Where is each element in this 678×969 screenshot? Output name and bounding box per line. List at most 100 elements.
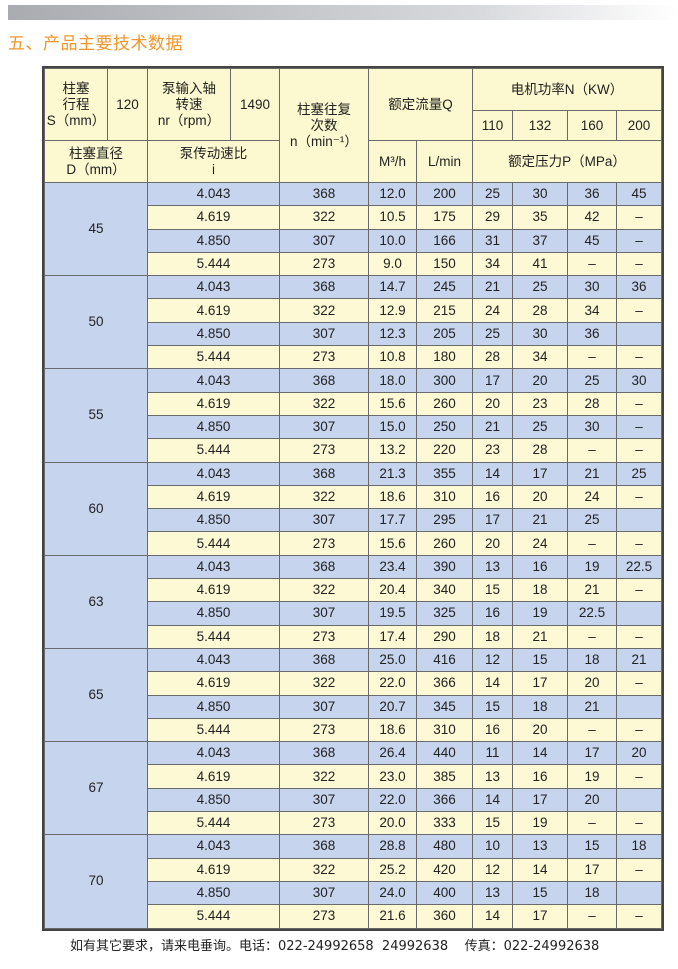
flow-lmin-cell: 345 <box>415 694 474 719</box>
pressure-110-cell: 12 <box>472 647 514 673</box>
diameter-label: 柱塞直径 D（mm） <box>44 140 148 183</box>
flow-lmin-cell: 340 <box>415 578 474 603</box>
pressure-132-cell: 16 <box>512 764 569 789</box>
diameter-cell: 65 <box>44 647 148 743</box>
pressure-132-cell: 20 <box>512 368 569 393</box>
pressure-110-cell: 24 <box>472 298 514 323</box>
pressure-160-cell: 20 <box>567 787 618 813</box>
reciprocation-cell: 322 <box>279 298 369 323</box>
reciprocation-cell: 273 <box>279 531 369 556</box>
flow-m3h-cell: 24.0 <box>368 880 417 906</box>
pressure-132-cell: 17 <box>512 787 569 813</box>
pressure-110-cell: 16 <box>472 601 514 626</box>
ratio-label: 泵传动速比 i <box>147 140 280 183</box>
pressure-132-cell: 20 <box>512 717 569 743</box>
ratio-cell: 4.850 <box>147 694 280 719</box>
flow-lmin-cell: 420 <box>415 857 474 882</box>
pressure-200-cell <box>616 508 663 533</box>
flow-lmin-cell: 200 <box>415 181 474 207</box>
reciprocation-cell: 368 <box>279 834 369 859</box>
pressure-132-cell: 21 <box>512 624 569 649</box>
motor-power-label: 电机功率N（KW） <box>472 68 663 111</box>
flow-lmin-cell: 300 <box>415 368 474 393</box>
contact-footer: 如有其它要求，请来电垂询。电话：022-24992658 24992638 传真… <box>70 939 600 954</box>
pressure-160-cell: – <box>567 904 618 929</box>
table-row: 4.619 322 10.5 175 29 35 42– <box>45 205 663 230</box>
flow-m3h-cell: 19.5 <box>368 601 417 626</box>
flow-lmin-cell: 310 <box>415 484 474 510</box>
table-row: 4.619 322 22.0 366 14 17 20– <box>45 671 663 696</box>
table-row: 50 4.043 368 14.7 245 21 25 30 36 <box>44 275 663 370</box>
flow-lmin-cell: 440 <box>415 741 474 766</box>
pressure-110-cell: 21 <box>472 275 514 300</box>
pressure-110-cell: 11 <box>472 741 514 766</box>
table-row: 5.444 273 10.8 180 28 34– – <box>45 345 663 370</box>
motor-power-160: 160 <box>567 110 618 141</box>
pressure-160-cell: – <box>567 531 618 556</box>
pressure-132-cell: 24 <box>512 531 569 556</box>
flow-m3h-cell: 17.4 <box>368 624 417 649</box>
pressure-160-cell: 21 <box>567 461 618 486</box>
flow-m3h-cell: 18.6 <box>368 484 417 510</box>
pressure-110-cell: 14 <box>472 671 514 696</box>
ratio-cell: 5.444 <box>147 904 280 929</box>
pressure-200-cell <box>616 694 663 719</box>
flow-lmin-cell: 290 <box>415 624 474 649</box>
flow-lmin-cell: 205 <box>415 321 474 347</box>
ratio-cell: 4.619 <box>147 578 280 603</box>
flow-m3h-cell: 9.0 <box>368 251 417 277</box>
diameter-cell: 55 <box>44 368 148 463</box>
pressure-132-cell: 13 <box>512 834 569 859</box>
reciprocation-cell: 368 <box>279 741 369 766</box>
diameter-cell: 50 <box>44 275 148 370</box>
reciprocation-label: 柱塞往复 次数 n（min⁻¹） <box>279 68 369 183</box>
pressure-200-cell: 30 <box>616 368 663 393</box>
flow-lmin-cell: 175 <box>415 205 474 230</box>
reciprocation-cell: 322 <box>279 764 369 789</box>
flow-m3h-cell: 20.0 <box>368 811 417 836</box>
pressure-132-cell: 14 <box>512 741 569 766</box>
pressure-160-cell: 45 <box>567 228 618 253</box>
reciprocation-cell: 307 <box>279 787 369 813</box>
pressure-132-cell: 18 <box>512 578 569 603</box>
pressure-200-cell: – <box>616 857 663 882</box>
pressure-110-cell: 21 <box>472 414 514 440</box>
table-row: 60 4.043 368 21.3 355 14 17 21 25 <box>44 461 663 556</box>
reciprocation-cell: 273 <box>279 811 369 836</box>
reciprocation-cell: 273 <box>279 717 369 743</box>
ratio-cell: 4.850 <box>147 228 280 253</box>
table-row: 4.619 322 12.9 215 24 28 34– <box>45 298 663 323</box>
reciprocation-cell: 273 <box>279 624 369 649</box>
table-row: 5.444 273 17.4 290 18 21– – <box>45 624 663 649</box>
reciprocation-cell: 322 <box>279 857 369 882</box>
flow-m3h-cell: 22.0 <box>368 787 417 813</box>
pressure-132-cell: 16 <box>512 554 569 580</box>
ratio-cell: 4.043 <box>147 741 280 766</box>
pressure-200-cell: 21 <box>616 647 663 673</box>
flow-m3h-cell: 18.6 <box>368 717 417 743</box>
stroke-value: 120 <box>107 68 148 141</box>
pressure-110-cell: 12 <box>472 857 514 882</box>
flow-lmin-cell: 360 <box>415 904 474 929</box>
pressure-110-cell: 16 <box>472 484 514 510</box>
flow-lmin-cell: 245 <box>415 275 474 300</box>
reciprocation-cell: 307 <box>279 228 369 253</box>
pressure-110-cell: 20 <box>472 391 514 416</box>
pressure-160-cell: – <box>567 811 618 836</box>
flow-m3h-cell: 12.9 <box>368 298 417 323</box>
table-row: 55 4.043 368 18.0 300 17 20 25 30 <box>44 368 663 463</box>
flow-m3h-cell: 28.8 <box>368 834 417 859</box>
flow-lmin-cell: 310 <box>415 717 474 743</box>
reciprocation-cell: 273 <box>279 345 369 370</box>
flow-m3h-cell: 23.4 <box>368 554 417 580</box>
diameter-cell: 60 <box>44 461 148 556</box>
flow-m3h-cell: 23.0 <box>368 764 417 789</box>
pressure-132-cell: 17 <box>512 461 569 486</box>
ratio-cell: 4.043 <box>147 647 280 673</box>
pressure-200-cell: – <box>616 624 663 649</box>
pressure-110-cell: 23 <box>472 438 514 463</box>
pressure-200-cell: – <box>616 671 663 696</box>
table-row: 4.850 307 17.7 295 17 21 25 <box>45 508 663 533</box>
pressure-200-cell: – <box>616 228 663 253</box>
flow-m3h-cell: 12.3 <box>368 321 417 347</box>
